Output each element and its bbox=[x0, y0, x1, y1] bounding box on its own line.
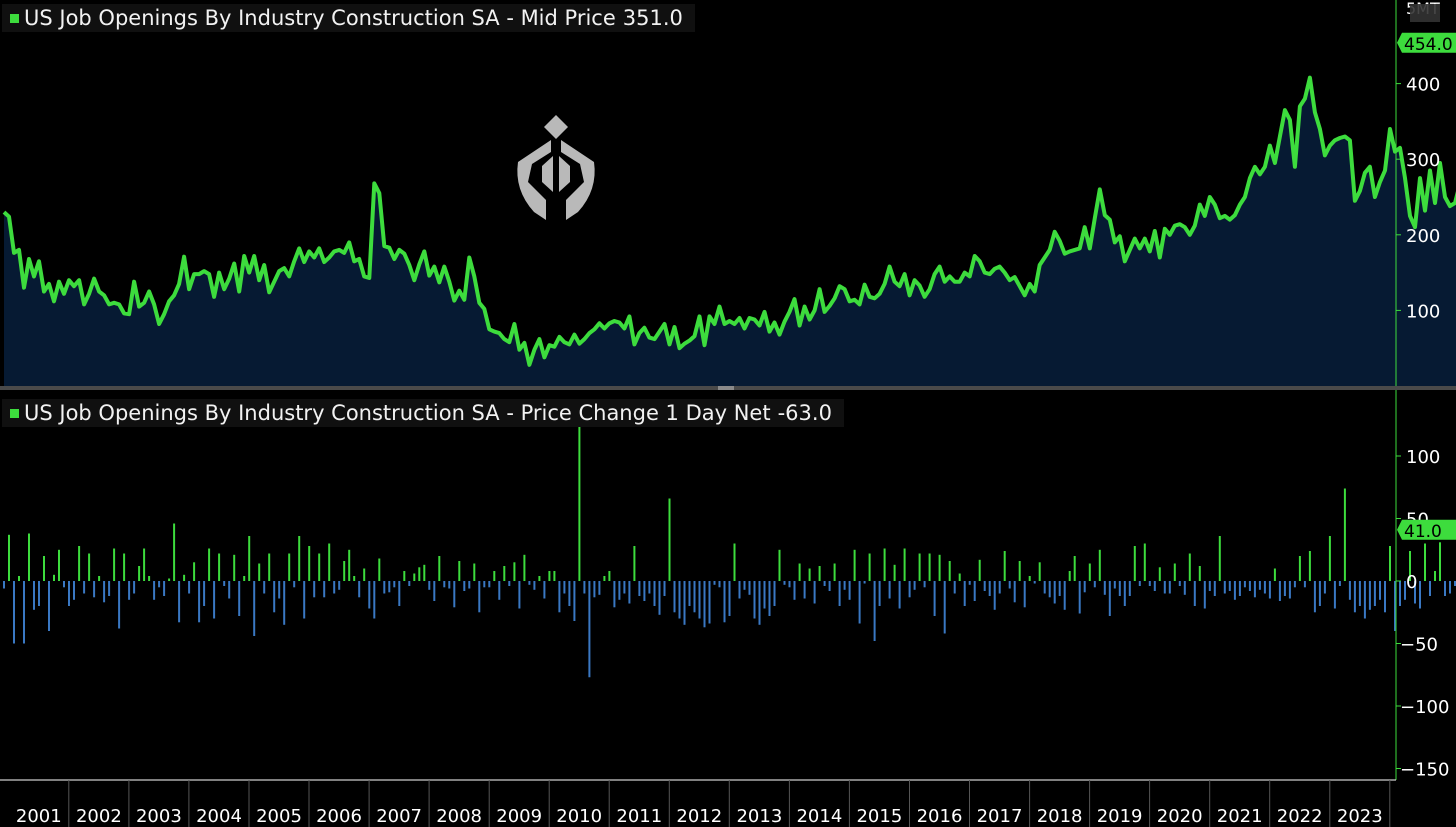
change-current-value: 41.0 bbox=[1404, 522, 1442, 542]
mid-price-area bbox=[4, 77, 1456, 386]
watermark-logo bbox=[517, 115, 595, 220]
price-change-panel: −150−100−5005010041.0 bbox=[3, 390, 1456, 781]
mid-price-last-value: 351.0 bbox=[622, 6, 683, 30]
x-tick-label: 2004 bbox=[196, 806, 242, 827]
mid-price-line bbox=[2, 75, 1456, 367]
x-tick-label: 2018 bbox=[1037, 806, 1083, 827]
x-tick-label: 2008 bbox=[436, 806, 482, 827]
y-tick-label-bottom: −100 bbox=[1400, 697, 1449, 718]
x-tick-label: 2017 bbox=[977, 806, 1023, 827]
panel-divider-handle bbox=[718, 386, 734, 390]
x-tick-label: 2009 bbox=[496, 806, 542, 827]
mid-price-current-value-box bbox=[1397, 32, 1456, 53]
y-tick-label-top: 100 bbox=[1406, 301, 1440, 322]
y-tick-label-bottom: 0 bbox=[1406, 572, 1417, 593]
x-tick-label: 2007 bbox=[376, 806, 422, 827]
x-tick-label: 2003 bbox=[136, 806, 182, 827]
x-tick-label: 2023 bbox=[1337, 806, 1383, 827]
x-tick-label: 2001 bbox=[16, 806, 62, 827]
y-tick-label-top: 200 bbox=[1406, 226, 1440, 247]
x-tick-label: 2010 bbox=[556, 806, 602, 827]
x-axis: 2001 2002 2003 2004 2005 2006 2007 2008 2009 2010… bbox=[0, 779, 1396, 827]
x-tick-label: 2015 bbox=[856, 806, 902, 827]
price-change-title-text: US Job Openings By Industry Construction… bbox=[24, 401, 771, 425]
x-tick-label: 2011 bbox=[616, 806, 662, 827]
mid-price-title-text: US Job Openings By Industry Construction… bbox=[24, 6, 616, 30]
price-change-last-value: -63.0 bbox=[777, 401, 832, 425]
y-tick-label-bottom: −150 bbox=[1400, 760, 1449, 781]
x-tick-label: 2014 bbox=[796, 806, 842, 827]
x-tick-label: 2021 bbox=[1217, 806, 1263, 827]
series-swatch-icon bbox=[10, 13, 19, 23]
x-tick-label: 2002 bbox=[76, 806, 122, 827]
y-tick-label-top: 300 bbox=[1406, 150, 1440, 171]
x-tick-label: 2006 bbox=[316, 806, 362, 827]
price-change-title: US Job Openings By Industry Construction… bbox=[2, 399, 844, 427]
x-tick-label: 2012 bbox=[676, 806, 722, 827]
x-tick-label: 2022 bbox=[1277, 806, 1323, 827]
y-tick-label-top: 400 bbox=[1406, 75, 1440, 96]
change-current-value-box bbox=[1397, 519, 1456, 540]
settings-icon bbox=[1410, 4, 1440, 22]
series-swatch-icon bbox=[10, 408, 19, 418]
x-tick-label: 2013 bbox=[736, 806, 782, 827]
x-tick-label: 2005 bbox=[256, 806, 302, 827]
mid-price-title: US Job Openings By Industry Construction… bbox=[2, 4, 695, 32]
mid-price-panel: 1002003004005MT454.0 bbox=[2, 0, 1456, 386]
x-tick-label: 2019 bbox=[1097, 806, 1143, 827]
x-tick-label: 2016 bbox=[917, 806, 963, 827]
x-tick-label: 2020 bbox=[1157, 806, 1203, 827]
mid-price-current-value: 454.0 bbox=[1404, 35, 1453, 55]
y-tick-label-bottom: −50 bbox=[1400, 635, 1438, 656]
y-tick-label-bottom: 100 bbox=[1406, 447, 1440, 468]
